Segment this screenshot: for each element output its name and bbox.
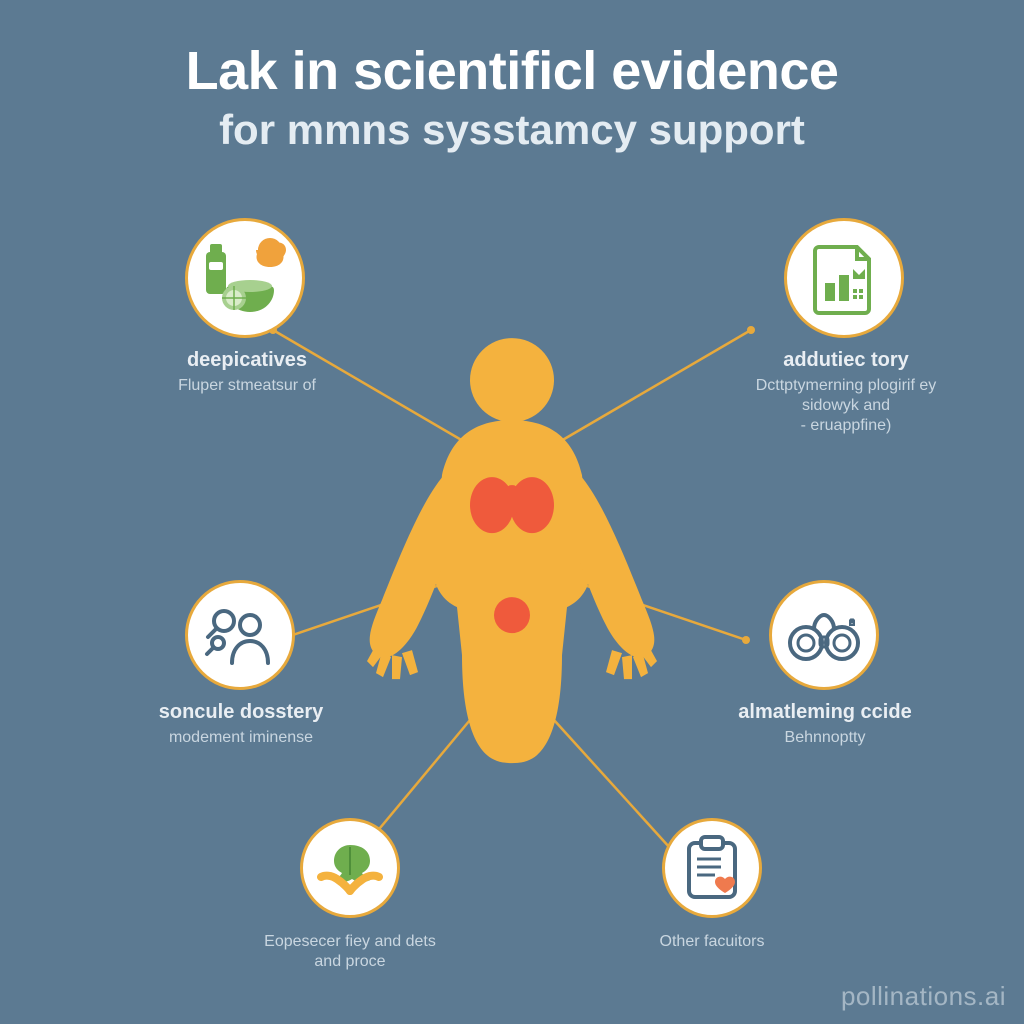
node-top-left: deepicatives Fluper stmeatsur of bbox=[115, 218, 375, 396]
node-circle bbox=[185, 580, 295, 690]
title-line-1: Lak in scientificl evidence bbox=[60, 40, 964, 102]
node-title: deepicatives bbox=[178, 348, 316, 372]
node-labels: almatleming ccide Behnnoptty bbox=[738, 700, 911, 748]
node-subtitle: Eopesecer fiey and dets and proce bbox=[260, 932, 440, 972]
node-labels: deepicatives Fluper stmeatsur of bbox=[178, 348, 316, 396]
node-subtitle: Dcttptymerning plogirif ey sidowyk and -… bbox=[736, 376, 956, 436]
node-subtitle: Other facuitors bbox=[660, 932, 765, 952]
infographic-canvas: Lak in scientificl evidence for mmns sys… bbox=[0, 0, 1024, 1024]
node-mid-left: soncule dosstery modement iminense bbox=[115, 580, 365, 748]
watermark: pollinations.ai bbox=[841, 981, 1006, 1012]
node-labels: Eopesecer fiey and dets and proce bbox=[260, 928, 440, 972]
node-circle bbox=[769, 580, 879, 690]
hands-leaf-icon bbox=[315, 837, 385, 899]
node-circle bbox=[784, 218, 904, 338]
title-line-2: for mmns sysstamcy support bbox=[60, 106, 964, 154]
clipboard-heart-icon bbox=[681, 833, 743, 903]
node-circle bbox=[300, 818, 400, 918]
binoculars-icon bbox=[784, 607, 864, 663]
person-magnifier-icon bbox=[204, 603, 276, 667]
node-circle bbox=[662, 818, 762, 918]
node-labels: addutiec tory Dcttptymerning plogirif ey… bbox=[736, 348, 956, 436]
node-title: soncule dosstery bbox=[159, 700, 324, 724]
groceries-icon bbox=[200, 238, 290, 318]
node-circle bbox=[185, 218, 305, 338]
document-chart-icon bbox=[805, 239, 883, 317]
node-mid-right: almatleming ccide Behnnoptty bbox=[694, 580, 954, 748]
node-title: almatleming ccide bbox=[738, 700, 911, 724]
node-labels: Other facuitors bbox=[660, 928, 765, 952]
node-subtitle: Behnnoptty bbox=[738, 728, 911, 748]
node-labels: soncule dosstery modement iminense bbox=[159, 700, 324, 748]
node-bot-right: Other facuitors bbox=[612, 818, 812, 952]
human-figure bbox=[352, 325, 672, 770]
node-bot-left: Eopesecer fiey and dets and proce bbox=[250, 818, 450, 972]
node-subtitle: modement iminense bbox=[159, 728, 324, 748]
node-title: addutiec tory bbox=[736, 348, 956, 372]
title-block: Lak in scientificl evidence for mmns sys… bbox=[0, 40, 1024, 154]
node-top-right: addutiec tory Dcttptymerning plogirif ey… bbox=[694, 218, 994, 436]
node-subtitle: Fluper stmeatsur of bbox=[178, 376, 316, 396]
